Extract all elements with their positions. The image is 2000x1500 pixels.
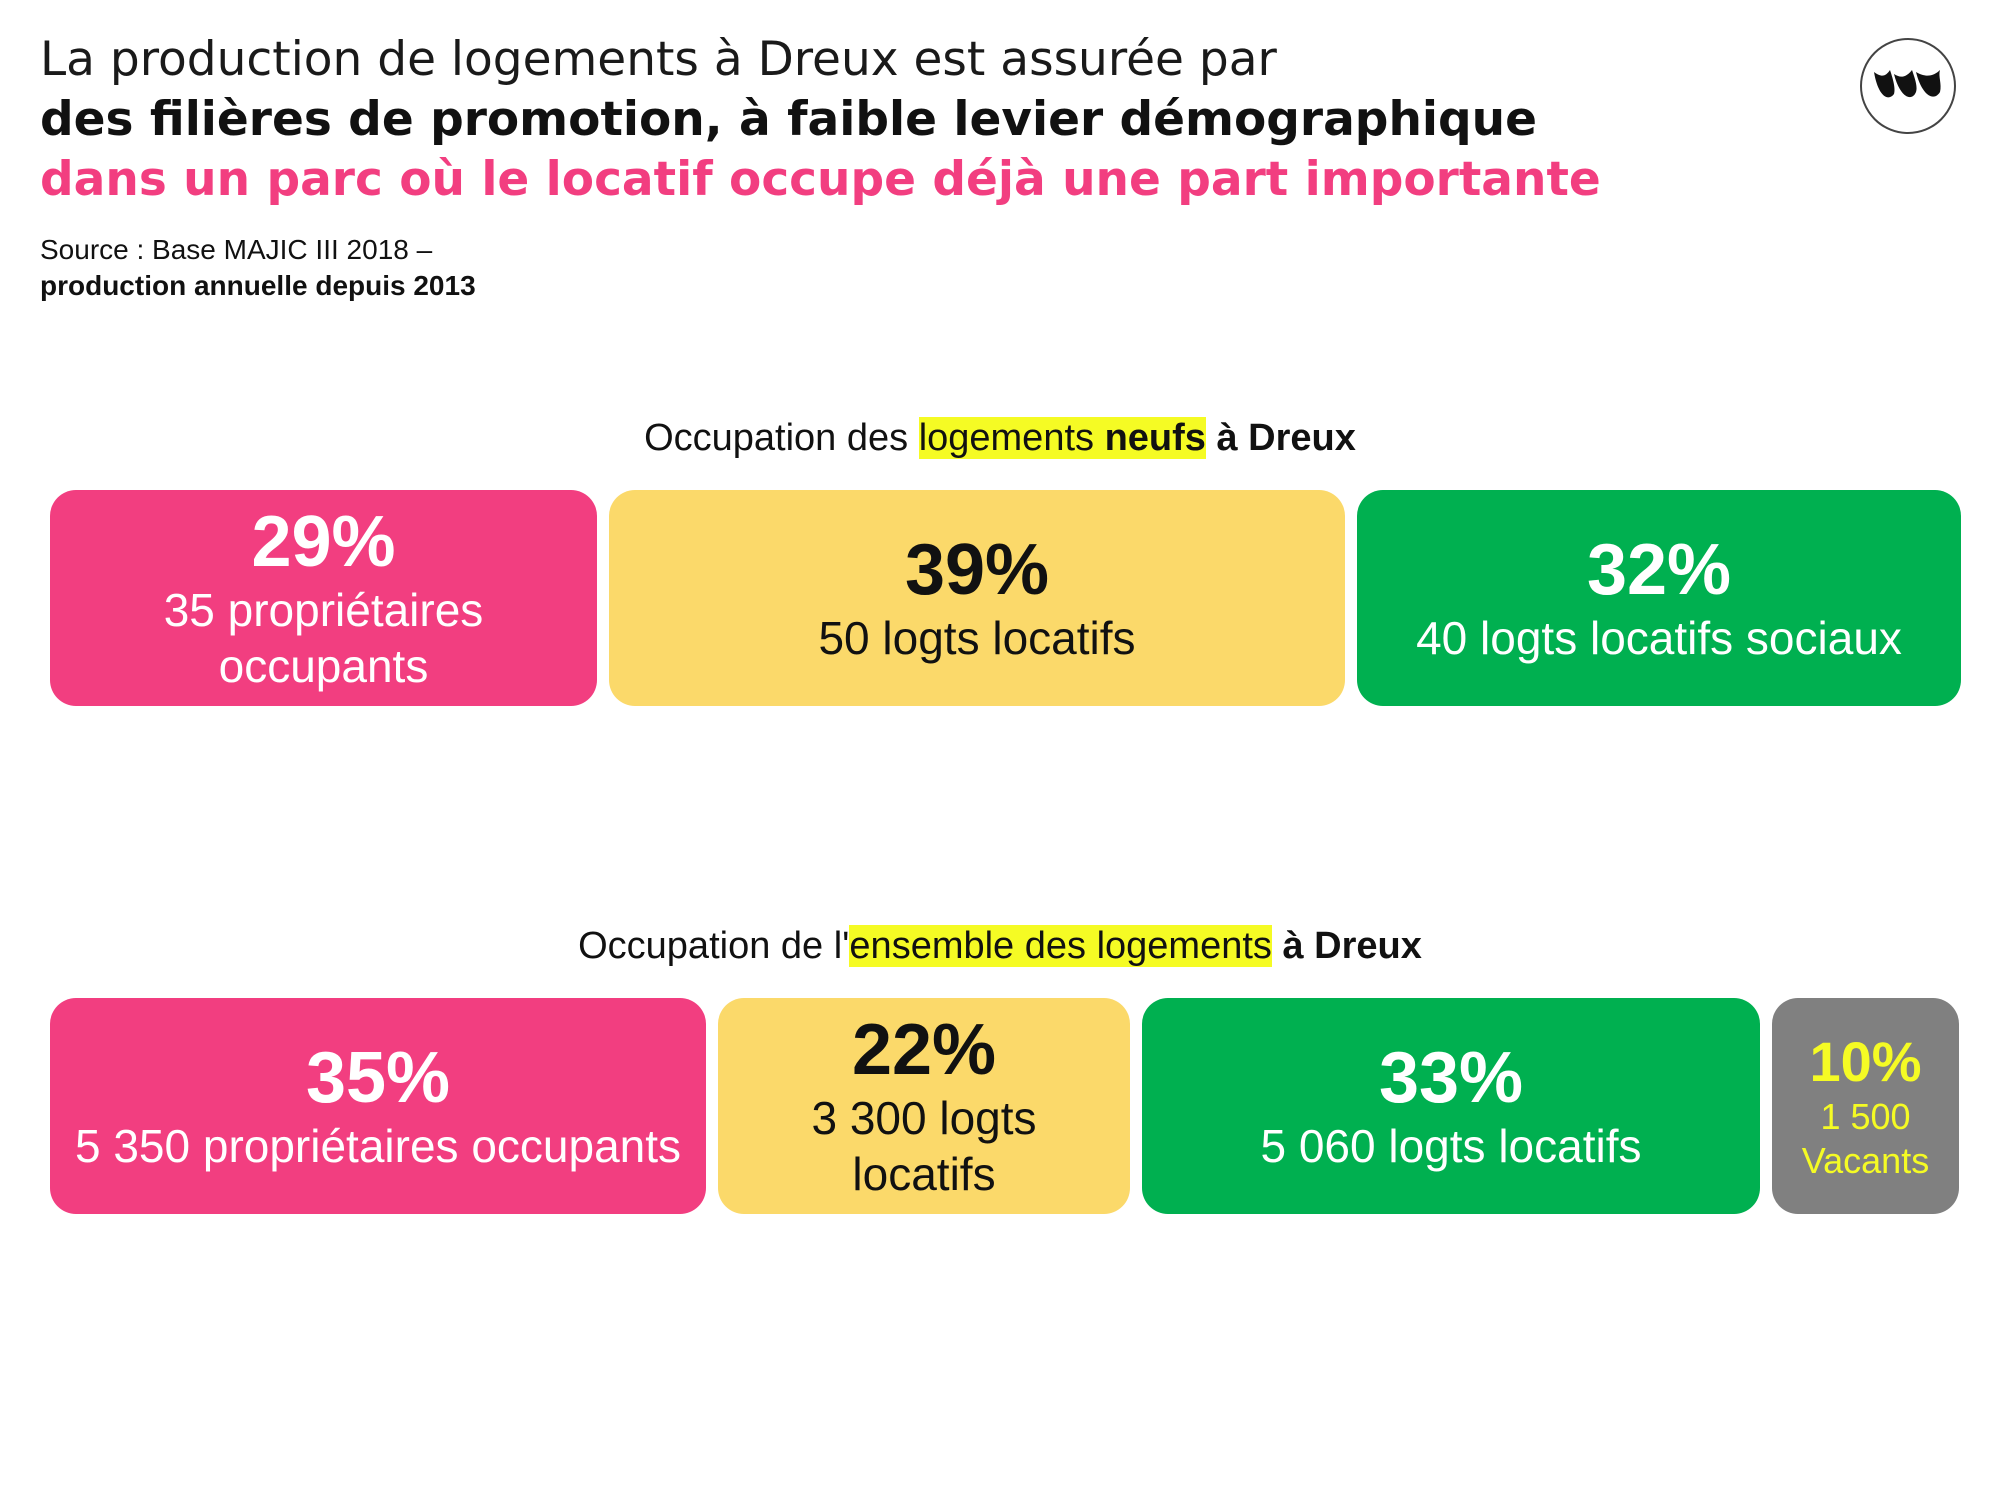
segment-category-label: 5 060 logts locatifs: [1260, 1120, 1642, 1172]
segment-category-label: 5 350 propriétaires occupants: [74, 1120, 682, 1172]
bar-segment: 29% 35 propriétaires occupants: [50, 490, 597, 706]
chart-title-part-4: à Dreux: [1205, 417, 1356, 459]
segment-percent-label: 35%: [305, 1038, 451, 1118]
bar-segment: 32% 40 logts locatifs sociaux: [1357, 490, 1961, 706]
segment-category-label: 3 300 logts locatifs: [811, 1092, 1037, 1200]
chart-title-part-2: logements: [918, 417, 1105, 459]
page-title-line-2: des filières de promotion, à faible levi…: [40, 92, 1538, 147]
segment-percent-label: 39%: [904, 530, 1050, 610]
chart-title-new-housing: Occupation des logements neufs à Dreux: [0, 412, 2000, 464]
page-title-line-3: dans un parc où le locatif occupe déjà u…: [40, 152, 1601, 207]
chart-title-part-4: à Dreux: [1271, 925, 1422, 967]
chart-title-part-2: ensemble des logements: [849, 925, 1272, 967]
stacked-bar-new-housing: 29% 35 propriétaires occupants 39% 50 logts…: [50, 490, 1961, 706]
page-title-line-1: La production de logements à Dreux est a…: [40, 32, 1277, 87]
bar-segment: 33% 5 060 logts locatifs: [1142, 998, 1760, 1214]
chart-title-all-housing: Occupation de l'ensemble des logements à…: [0, 920, 2000, 972]
title-block: La production de logements à Dreux est a…: [40, 30, 1820, 210]
chart-title-highlight: ensemble des logements: [849, 925, 1272, 967]
segment-category-label: 35 propriétaires occupants: [163, 584, 484, 692]
segment-category-label: 1 500 Vacants: [1801, 1096, 1930, 1181]
source-line-2: production annuelle depuis 2013: [40, 270, 476, 301]
segment-percent-label: 10%: [1809, 1030, 1922, 1093]
bar-segment: 22% 3 300 logts locatifs: [718, 998, 1130, 1214]
chart-title-highlight: logements neufs: [918, 417, 1206, 459]
chart-title-part-3: neufs: [1104, 417, 1206, 459]
bar-segment: 39% 50 logts locatifs: [609, 490, 1345, 706]
segment-percent-label: 29%: [251, 502, 396, 582]
segment-category-label: 40 logts locatifs sociaux: [1416, 612, 1902, 664]
source-note: Source : Base MAJIC III 2018 – productio…: [40, 232, 476, 304]
segment-percent-label: 22%: [851, 1010, 997, 1090]
segment-percent-label: 32%: [1586, 530, 1732, 610]
bar-segment: 10% 1 500 Vacants: [1772, 998, 1959, 1214]
segment-category-label: 50 logts locatifs: [818, 612, 1136, 664]
brand-logo-icon: [1874, 70, 1941, 98]
bar-segment: 35% 5 350 propriétaires occupants: [50, 998, 706, 1214]
segment-percent-label: 33%: [1378, 1038, 1524, 1118]
chart-title-part-1: Occupation de l': [578, 925, 850, 967]
chart-title-part-1: Occupation des: [644, 417, 919, 459]
source-line-1: Source : Base MAJIC III 2018 –: [40, 234, 433, 265]
brand-logo: [1860, 38, 1956, 134]
stacked-bar-all-housing: 35% 5 350 propriétaires occupants 22% 3 300…: [50, 998, 1960, 1214]
